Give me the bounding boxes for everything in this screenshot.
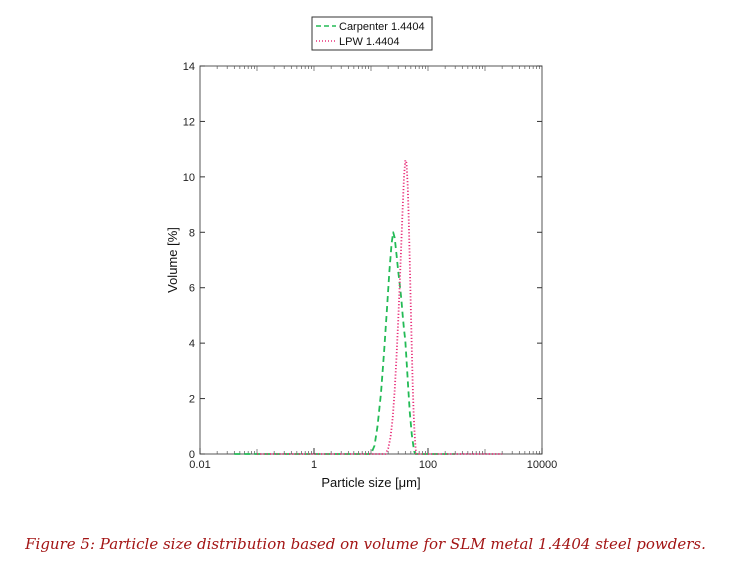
y-tick-label: 8: [189, 227, 195, 239]
y-tick-label: 10: [183, 172, 195, 184]
legend-label-lpw: LPW 1.4404: [339, 36, 400, 48]
legend-label-carpenter: Carpenter 1.4404: [339, 21, 425, 33]
x-axis: 0.01 1 100 10000: [189, 66, 557, 471]
particle-size-chart: 0.01 1 100 10000 0 2 4 6 8 10 12 14 Particle size …: [165, 16, 557, 490]
y-tick-label: 12: [183, 116, 195, 128]
figure-caption: Figure 5: Particle size distribution bas…: [25, 535, 706, 553]
y-tick-label: 6: [189, 283, 195, 295]
series-line-carpenter: [234, 231, 456, 455]
y-tick-label: 2: [189, 394, 195, 406]
x-tick-label: 0.01: [189, 459, 210, 471]
x-tick-label: 10000: [527, 459, 558, 471]
y-tick-label: 4: [189, 338, 195, 350]
y-axis: 0 2 4 6 8 10 12 14: [183, 61, 542, 461]
legend-box: [311, 16, 433, 51]
y-tick-label: 14: [183, 61, 195, 73]
y-axis-label: Volume [%]: [165, 227, 180, 293]
series-layer: [234, 159, 503, 455]
x-tick-label: 100: [419, 459, 437, 471]
legend: Carpenter 1.4404 LPW 1.4404: [311, 16, 433, 51]
x-axis-label: Particle size [μm]: [321, 475, 420, 490]
series-line-lpw: [257, 159, 503, 455]
y-tick-label: 0: [189, 449, 195, 461]
x-tick-label: 1: [311, 459, 317, 471]
plot-area: [199, 65, 543, 455]
